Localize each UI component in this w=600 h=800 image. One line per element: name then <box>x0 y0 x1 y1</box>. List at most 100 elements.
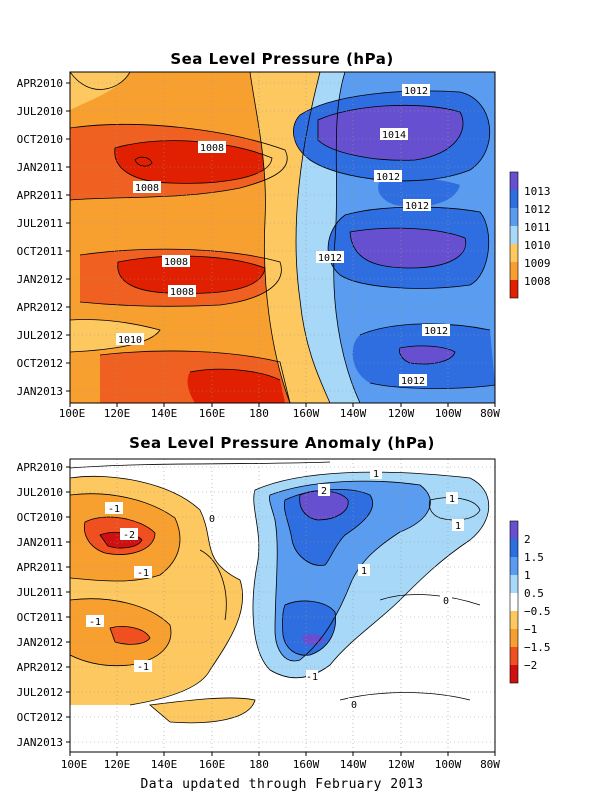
bottom-x-tick: 120E <box>104 758 131 771</box>
top-x-tick: 160W <box>293 407 320 420</box>
bottom-colorbar-swatch <box>510 647 518 665</box>
bottom-contour-label: 2 <box>318 484 330 497</box>
top-chart-title: Sea Level Pressure (hPa) <box>170 50 393 68</box>
top-x-tick: 160E <box>199 407 226 420</box>
bottom-colorbar-label: 2 <box>524 533 531 546</box>
bottom-y-tick: APR2012 <box>17 661 63 674</box>
svg-text:1008: 1008 <box>200 143 224 154</box>
svg-text:1014: 1014 <box>382 130 406 141</box>
top-colorbar-swatch <box>510 280 518 298</box>
top-grid <box>70 72 495 403</box>
top-y-tick: JAN2013 <box>17 385 63 398</box>
top-contour-label: 1010 <box>116 333 144 346</box>
top-contour-label: 1008 <box>168 285 196 298</box>
bottom-y-tick: APR2010 <box>17 461 63 474</box>
top-y-tick: JAN2011 <box>17 161 63 174</box>
top-x-tick: 100E <box>59 407 86 420</box>
top-colorbar-label: 1009 <box>524 257 551 270</box>
bottom-colorbar-label: 1.5 <box>524 551 544 564</box>
bottom-contour-label: 0 <box>440 594 452 607</box>
bottom-y-tick: JUL2010 <box>17 486 63 499</box>
top-contour-label: 1008 <box>162 255 190 268</box>
top-contour-label: 1012 <box>316 251 344 264</box>
bottom-x-tick: 140W <box>340 758 367 771</box>
bottom-colorbar-label: 0.5 <box>524 587 544 600</box>
bottom-colorbar-swatch <box>510 539 518 557</box>
top-y-tick: JAN2012 <box>17 273 63 286</box>
bottom-colorbar-swatch <box>510 611 518 629</box>
top-contour-label: 1012 <box>402 84 430 97</box>
top-y-tick: APR2010 <box>17 77 63 90</box>
bottom-contour-label: 1 <box>446 492 458 505</box>
top-x-tick: 140W <box>340 407 367 420</box>
bottom-x-tick: 160W <box>293 758 320 771</box>
bottom-colorbar-label: −2 <box>524 659 537 672</box>
top-plot-frame <box>69 71 496 404</box>
bottom-contour-label: -1 <box>134 566 152 579</box>
bottom-contour-label: 0 <box>206 512 218 525</box>
svg-text:1: 1 <box>455 521 461 532</box>
bottom-x-tick: 120W <box>388 758 415 771</box>
bottom-x-tick: 80W <box>480 758 500 771</box>
bottom-colorbar-label: −0.5 <box>524 605 551 618</box>
top-contour-label: 1012 <box>374 170 402 183</box>
bottom-colorbar-swatch <box>510 593 518 611</box>
svg-text:1012: 1012 <box>376 172 400 183</box>
top-colorbar-label: 1013 <box>524 185 551 198</box>
bottom-contour-labels: 1 2 1 1 -1 -2 -1 0 1 -1 0 -1 -1 0 <box>86 467 464 711</box>
bottom-y-tick: JAN2011 <box>17 536 63 549</box>
bottom-y-tick: JUL2011 <box>17 586 63 599</box>
svg-text:-1: -1 <box>137 568 149 579</box>
bottom-colorbar-swatch <box>510 575 518 593</box>
bottom-contour-label: 1 <box>370 467 382 480</box>
top-y-tick: OCT2012 <box>17 357 63 370</box>
top-y-tick: APR2012 <box>17 301 63 314</box>
bottom-grid <box>70 459 495 752</box>
top-contour-labels: 1012 1014 1008 1008 1012 1012 1012 1008 … <box>116 84 450 387</box>
svg-text:-1: -1 <box>306 672 318 683</box>
bottom-y-tick: JUL2012 <box>17 686 63 699</box>
top-contour-label: 1012 <box>403 199 431 212</box>
top-y-tick: JUL2012 <box>17 329 63 342</box>
svg-text:2: 2 <box>321 486 327 497</box>
bottom-colorbar-label: −1.5 <box>524 641 551 654</box>
top-colorbar-swatch <box>510 172 518 190</box>
bottom-colorbar-swatch <box>510 665 518 683</box>
top-x-tick: 120E <box>104 407 131 420</box>
bottom-colorbar-swatch <box>510 629 518 647</box>
top-y-tick: JUL2011 <box>17 217 63 230</box>
svg-text:1012: 1012 <box>401 376 425 387</box>
svg-text:1008: 1008 <box>170 287 194 298</box>
svg-text:-1: -1 <box>137 662 149 673</box>
svg-text:1012: 1012 <box>424 326 448 337</box>
top-colorbar-swatch <box>510 226 518 244</box>
top-colorbar-label: 1011 <box>524 221 551 234</box>
top-y-tick: JUL2010 <box>17 105 63 118</box>
bottom-plot-frame <box>69 458 496 753</box>
bottom-y-tick: JAN2012 <box>17 636 63 649</box>
bottom-x-tick: 100W <box>435 758 462 771</box>
top-colorbar-swatch <box>510 208 518 226</box>
top-colorbar-swatch <box>510 190 518 208</box>
top-heatmap-field <box>70 72 495 403</box>
top-x-tick: 140E <box>151 407 178 420</box>
svg-text:1008: 1008 <box>164 257 188 268</box>
top-colorbar-label: 1010 <box>524 239 551 252</box>
svg-text:1012: 1012 <box>404 86 428 97</box>
bottom-contour-label: -1 <box>306 670 318 683</box>
svg-text:1: 1 <box>449 494 455 505</box>
top-y-tick: OCT2011 <box>17 245 63 258</box>
bottom-contour-label: -2 <box>120 528 138 541</box>
bottom-heatmap-field <box>70 459 495 752</box>
top-contour-label: 1008 <box>133 181 161 194</box>
svg-text:-1: -1 <box>108 504 120 515</box>
bottom-contour-label: -1 <box>105 502 123 515</box>
bottom-x-tick: 100E <box>61 758 88 771</box>
bottom-y-axis: APR2010 JUL2010 OCT2010 JAN2011 APR2011 … <box>17 461 70 749</box>
svg-text:1012: 1012 <box>318 253 342 264</box>
svg-text:1012: 1012 <box>405 201 429 212</box>
top-colorbar-label: 1008 <box>524 275 551 288</box>
top-y-tick: APR2011 <box>17 189 63 202</box>
top-colorbar-label: 1012 <box>524 203 551 216</box>
bottom-y-tick: APR2011 <box>17 561 63 574</box>
